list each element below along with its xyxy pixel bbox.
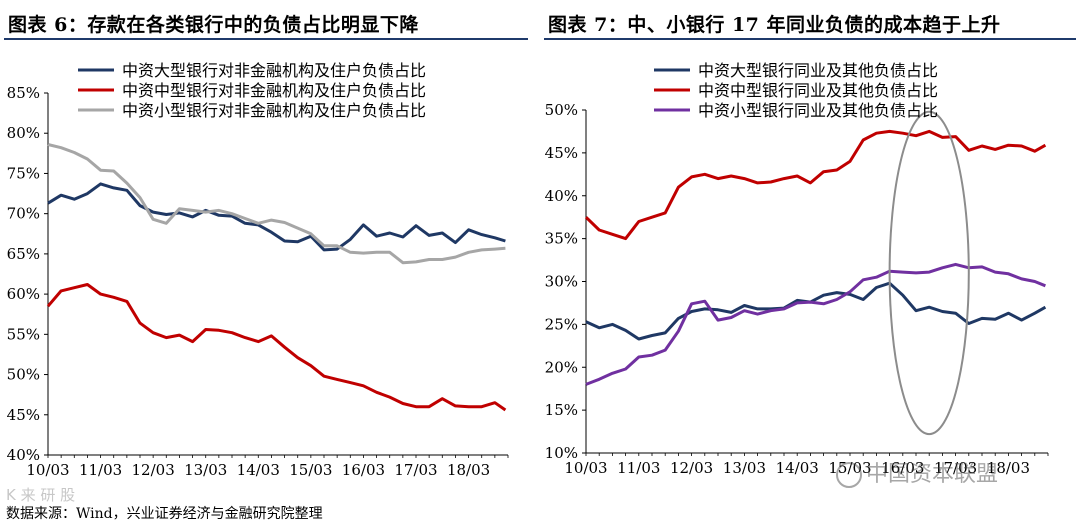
chart-panel-interbank-share: 图表 7：中、小银行 17 年同业负债的成本趋于上升 10% 15% 20% 25% 3… [540, 0, 1080, 490]
series-line-2 [46, 283, 507, 412]
x-tick-label: 18/03 [987, 459, 1030, 477]
y-tick-label: 35% [545, 230, 578, 248]
y-tick-label: 50% [7, 366, 40, 384]
y-tick-label: 65% [7, 245, 40, 263]
data-source-note: 数据来源：Wind，兴业证券经济与金融研究院整理 [6, 506, 323, 522]
series-line-2 [584, 129, 1047, 241]
y-tick-label: 60% [7, 285, 40, 303]
y-tick-label: 40% [7, 446, 40, 464]
chart-panel-deposit-share: 图表 6：存款在各类银行中的负债占比明显下降 40% 45% 50% 55% 60% 65… [0, 0, 532, 490]
y-tick-label: 75% [7, 164, 40, 182]
x-tick-label: 14/03 [237, 461, 280, 479]
wechat-icon [836, 462, 862, 488]
x-tick-label: 13/03 [723, 459, 766, 477]
legend-label: 中资大型银行同业及其他负债占比 [698, 61, 938, 80]
watermark-left: K 来 研 股 [6, 486, 76, 504]
interbank-share-line-chart: 10% 15% 20% 25% 30% 35% 40% 45% 50% 10/03 11/03 12/… [545, 61, 1049, 477]
y-tick-label: 85% [7, 84, 40, 102]
x-tick-label: 18/03 [447, 461, 490, 479]
x-tick-label: 17/03 [394, 461, 437, 479]
series-line-3 [47, 143, 506, 265]
watermark-right: 中国资本联盟 [836, 456, 998, 488]
x-tick-label: 17/03 [934, 459, 977, 477]
title-underline [544, 38, 1076, 40]
y-tick-label: 40% [545, 187, 578, 205]
x-tick-label: 16/03 [881, 459, 924, 477]
series-line-1 [585, 281, 1047, 341]
y-tick-label: 15% [545, 401, 578, 419]
y-tick-label: 30% [545, 273, 578, 291]
legend-label: 中资中型银行同业及其他负债占比 [698, 81, 938, 100]
x-tick-label: 14/03 [776, 459, 819, 477]
x-tick-label: 10/03 [564, 459, 607, 477]
x-tick-label: 16/03 [342, 461, 385, 479]
y-tick-label: 55% [7, 325, 40, 343]
watermark-right-text: 中国资本联盟 [866, 462, 999, 487]
series-line-1 [47, 182, 506, 252]
x-tick-label: 11/03 [617, 459, 660, 477]
chart-title: 图表 6：存款在各类银行中的负债占比明显下降 [8, 14, 419, 36]
legend-label: 中资大型银行对非金融机构及住户负债占比 [122, 61, 426, 80]
y-tick-label: 50% [545, 101, 578, 119]
legend-label: 中资中型银行对非金融机构及住户负债占比 [122, 81, 426, 100]
x-tick-label: 11/03 [79, 461, 122, 479]
deposit-share-line-chart: 40% 45% 50% 55% 60% 65% 70% 75% 80% 85% 10/03 11/03… [7, 61, 509, 479]
y-tick-label: 80% [7, 124, 40, 142]
y-tick-label: 20% [545, 358, 578, 376]
x-tick-label: 13/03 [184, 461, 227, 479]
x-tick-label: 10/03 [26, 461, 69, 479]
x-tick-label: 12/03 [670, 459, 713, 477]
y-tick-label: 45% [545, 144, 578, 162]
y-tick-label: 10% [545, 444, 578, 462]
x-tick-label: 15/03 [289, 461, 332, 479]
series-line-3 [585, 262, 1046, 386]
highlight-ellipse [888, 110, 970, 436]
y-tick-label: 70% [7, 205, 40, 223]
x-tick-label: 12/03 [132, 461, 175, 479]
title-underline [4, 38, 528, 40]
legend-label: 中资小型银行同业及其他负债占比 [698, 101, 938, 120]
y-tick-label: 45% [7, 406, 40, 424]
y-tick-label: 25% [545, 315, 578, 333]
legend-label: 中资小型银行对非金融机构及住户负债占比 [122, 101, 426, 120]
chart-title: 图表 7：中、小银行 17 年同业负债的成本趋于上升 [548, 14, 1001, 36]
